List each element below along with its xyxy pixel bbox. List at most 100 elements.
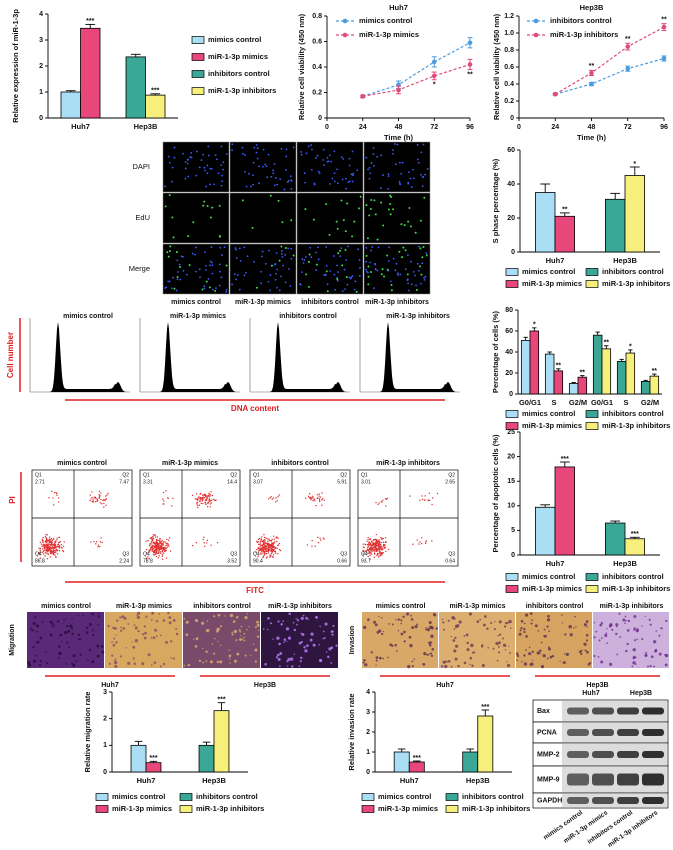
micrograph (593, 612, 669, 668)
quadrant-value: 7.47 (119, 479, 129, 485)
event-dot (376, 548, 379, 550)
event-dot (321, 498, 324, 500)
event-dot (270, 545, 273, 548)
quadrant-value: 90.4 (253, 558, 263, 564)
cell-dot (165, 640, 168, 644)
y-axis-label: Relative cell viability (450 nm) (297, 13, 306, 120)
event-dot (387, 548, 390, 550)
edu-dot (419, 219, 422, 222)
legend-label: inhibitors control (550, 16, 612, 25)
cell-dot (600, 622, 604, 625)
nucleus-dot (305, 152, 308, 155)
edu-dot (367, 283, 370, 286)
event-dot (323, 499, 325, 501)
cell-dot (217, 641, 219, 643)
event-dot (160, 541, 163, 543)
cell-dot (127, 623, 130, 625)
nucleus-dot (274, 278, 277, 281)
event-dot (147, 556, 149, 558)
event-dot (271, 549, 274, 551)
bar (198, 744, 215, 773)
nucleus-dot (221, 254, 223, 257)
nucleus-dot (275, 272, 278, 275)
nucleus-dot (327, 160, 330, 163)
cell-dot (504, 625, 507, 628)
event-dot (265, 547, 268, 550)
nucleus-dot (292, 146, 295, 149)
y-tick-label: 0 (39, 115, 43, 122)
nucleus-dot (346, 283, 349, 286)
cell-dot (114, 627, 117, 630)
cell-dot (536, 651, 540, 655)
blot-band (567, 751, 589, 758)
cell-dot (89, 623, 92, 626)
panel-title: miR-1-3p mimics (116, 603, 172, 610)
edu-dot (166, 251, 169, 254)
nucleus-dot (333, 273, 336, 276)
micrograph (162, 243, 230, 295)
event-dot (162, 498, 164, 500)
chart-title: Hep3B (580, 3, 604, 12)
cell-dot (285, 627, 290, 631)
edu-dot (341, 264, 344, 267)
cell-dot (303, 646, 306, 649)
blot-membrane (562, 701, 667, 721)
event-dot (101, 541, 103, 544)
nucleus-dot (300, 151, 302, 153)
event-dot (273, 542, 275, 545)
nucleus-dot (194, 270, 197, 273)
event-dot (50, 540, 52, 542)
cell-dot (665, 619, 668, 623)
event-dot (382, 544, 385, 546)
nucleus-dot (290, 179, 293, 182)
event-dot (38, 547, 40, 550)
edu-dot (390, 196, 393, 199)
edu-dot (168, 194, 171, 197)
cell-dot (451, 616, 455, 620)
event-dot (307, 495, 310, 498)
legend-swatch (445, 805, 459, 813)
nucleus-dot (219, 270, 221, 273)
nucleus-dot (173, 156, 176, 159)
cell-dot (322, 630, 325, 633)
nucleus-dot (269, 274, 272, 276)
cell-dot (529, 612, 533, 615)
y-tick-label: 20 (507, 453, 515, 460)
event-dot (203, 542, 205, 544)
quadrant-name: Q4 (143, 551, 150, 557)
event-dot (100, 537, 102, 539)
nucleus-dot (345, 259, 348, 262)
bar (577, 376, 588, 395)
edu-dot (345, 276, 348, 279)
cell-dot (68, 646, 71, 649)
edu-dot (407, 220, 410, 223)
event-dot (262, 544, 264, 546)
cell-dot (519, 629, 522, 632)
legend-label: mimics control (522, 409, 575, 418)
legend-label: mimics control (522, 572, 575, 581)
cell-dot (658, 634, 661, 637)
cell-dot (32, 622, 36, 626)
event-dot (46, 542, 48, 544)
nucleus-dot (366, 271, 369, 274)
nucleus-dot (264, 163, 267, 166)
event-dot (319, 496, 322, 498)
cell-dot (28, 663, 32, 667)
event-dot (279, 549, 282, 552)
significance-label: * (433, 82, 436, 89)
legend-label: miR-1-3p mimics (208, 52, 268, 61)
nucleus-dot (322, 159, 325, 161)
event-dot (106, 494, 108, 496)
event-dot (205, 503, 207, 506)
bar (393, 751, 410, 773)
cell-dot (254, 626, 257, 629)
cell-dot (445, 660, 447, 663)
event-dot (42, 543, 45, 546)
cell-dot (286, 660, 289, 663)
event-dot (317, 536, 319, 538)
nucleus-dot (175, 289, 178, 292)
nucleus-dot (287, 247, 290, 250)
event-dot (152, 535, 154, 538)
nucleus-dot (416, 262, 419, 265)
event-dot (274, 550, 277, 552)
